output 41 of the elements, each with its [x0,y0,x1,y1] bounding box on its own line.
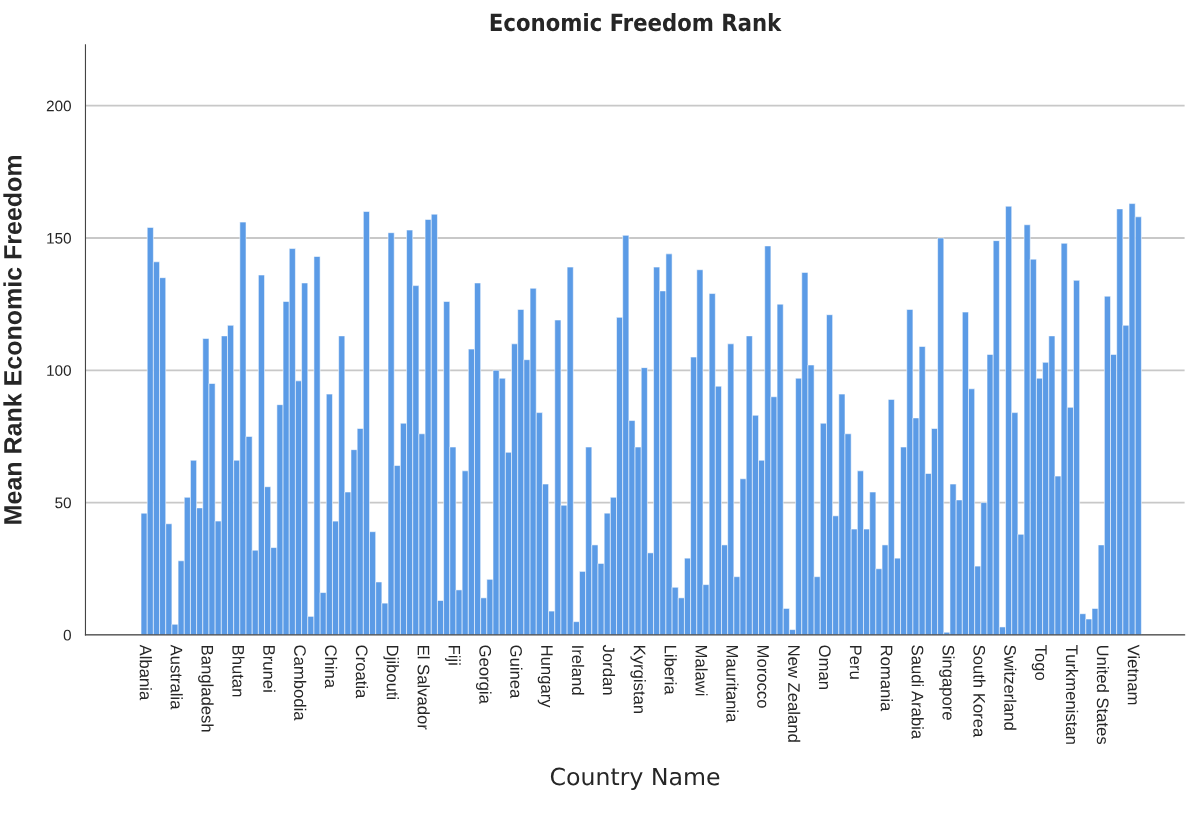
x-tick-label: New Zealand [788,645,801,742]
x-tick-label: Romania [880,645,893,712]
x-axis-title: Country Name [550,767,720,791]
x-tick-label: South Korea [973,645,986,738]
y-tick-label: 50 [55,497,71,509]
y-tick-label: 150 [47,232,71,244]
x-tick-label: Bangladesh [198,645,214,732]
y-tick-label: 200 [46,100,71,112]
x-tick-label: Saudi Arabia [911,645,924,740]
x-tick-label: Kyrgistan [630,645,646,713]
x-tick-label: Liberia [664,645,677,695]
chart-title: Economic Freedom Rank [490,13,782,32]
x-tick-label: Croatia [355,645,369,699]
x-tick-label: China [324,645,338,689]
x-tick-label: Cambodia [294,645,307,721]
x-tick-label: Togo [1031,644,1047,681]
y-tick-label: 0 [63,629,71,641]
y-axis-title: Mean Rank Economic Freedom [3,155,22,524]
x-tick-label: Djibouti [383,645,399,700]
x-tick-label: Jordan [602,644,616,695]
x-tick-label: Mauritania [726,645,739,723]
x-tick-label: Singapore [939,645,955,720]
x-tick-label: Vietnam [1127,644,1140,705]
x-tick-label: Malawi [695,645,708,696]
x-tick-label: United States [1096,645,1110,745]
x-tick-label: Australia [170,644,183,710]
x-tick-label: Morocco [757,645,769,708]
x-tick-label: Brunei [263,645,276,692]
x-tick-label: Bhutan [232,645,245,697]
x-tick-label: Switzerland [1004,645,1017,730]
y-tick-label: 100 [47,365,71,376]
x-tick-label: Guinea [510,645,523,699]
x-tick-label: Ireland [571,646,585,695]
x-tick-label: Georgia [475,645,492,704]
x-tick-label: Hungary [537,645,553,708]
x-tick-label: Peru [849,645,862,679]
x-tick-label: Turkmenistan [1065,644,1079,744]
x-tick-label: Fiji [445,645,461,665]
x-tick-label: El Salvador [417,645,430,730]
x-tick-label: Oman [818,645,831,689]
x-tick-label: Albania [139,644,152,701]
